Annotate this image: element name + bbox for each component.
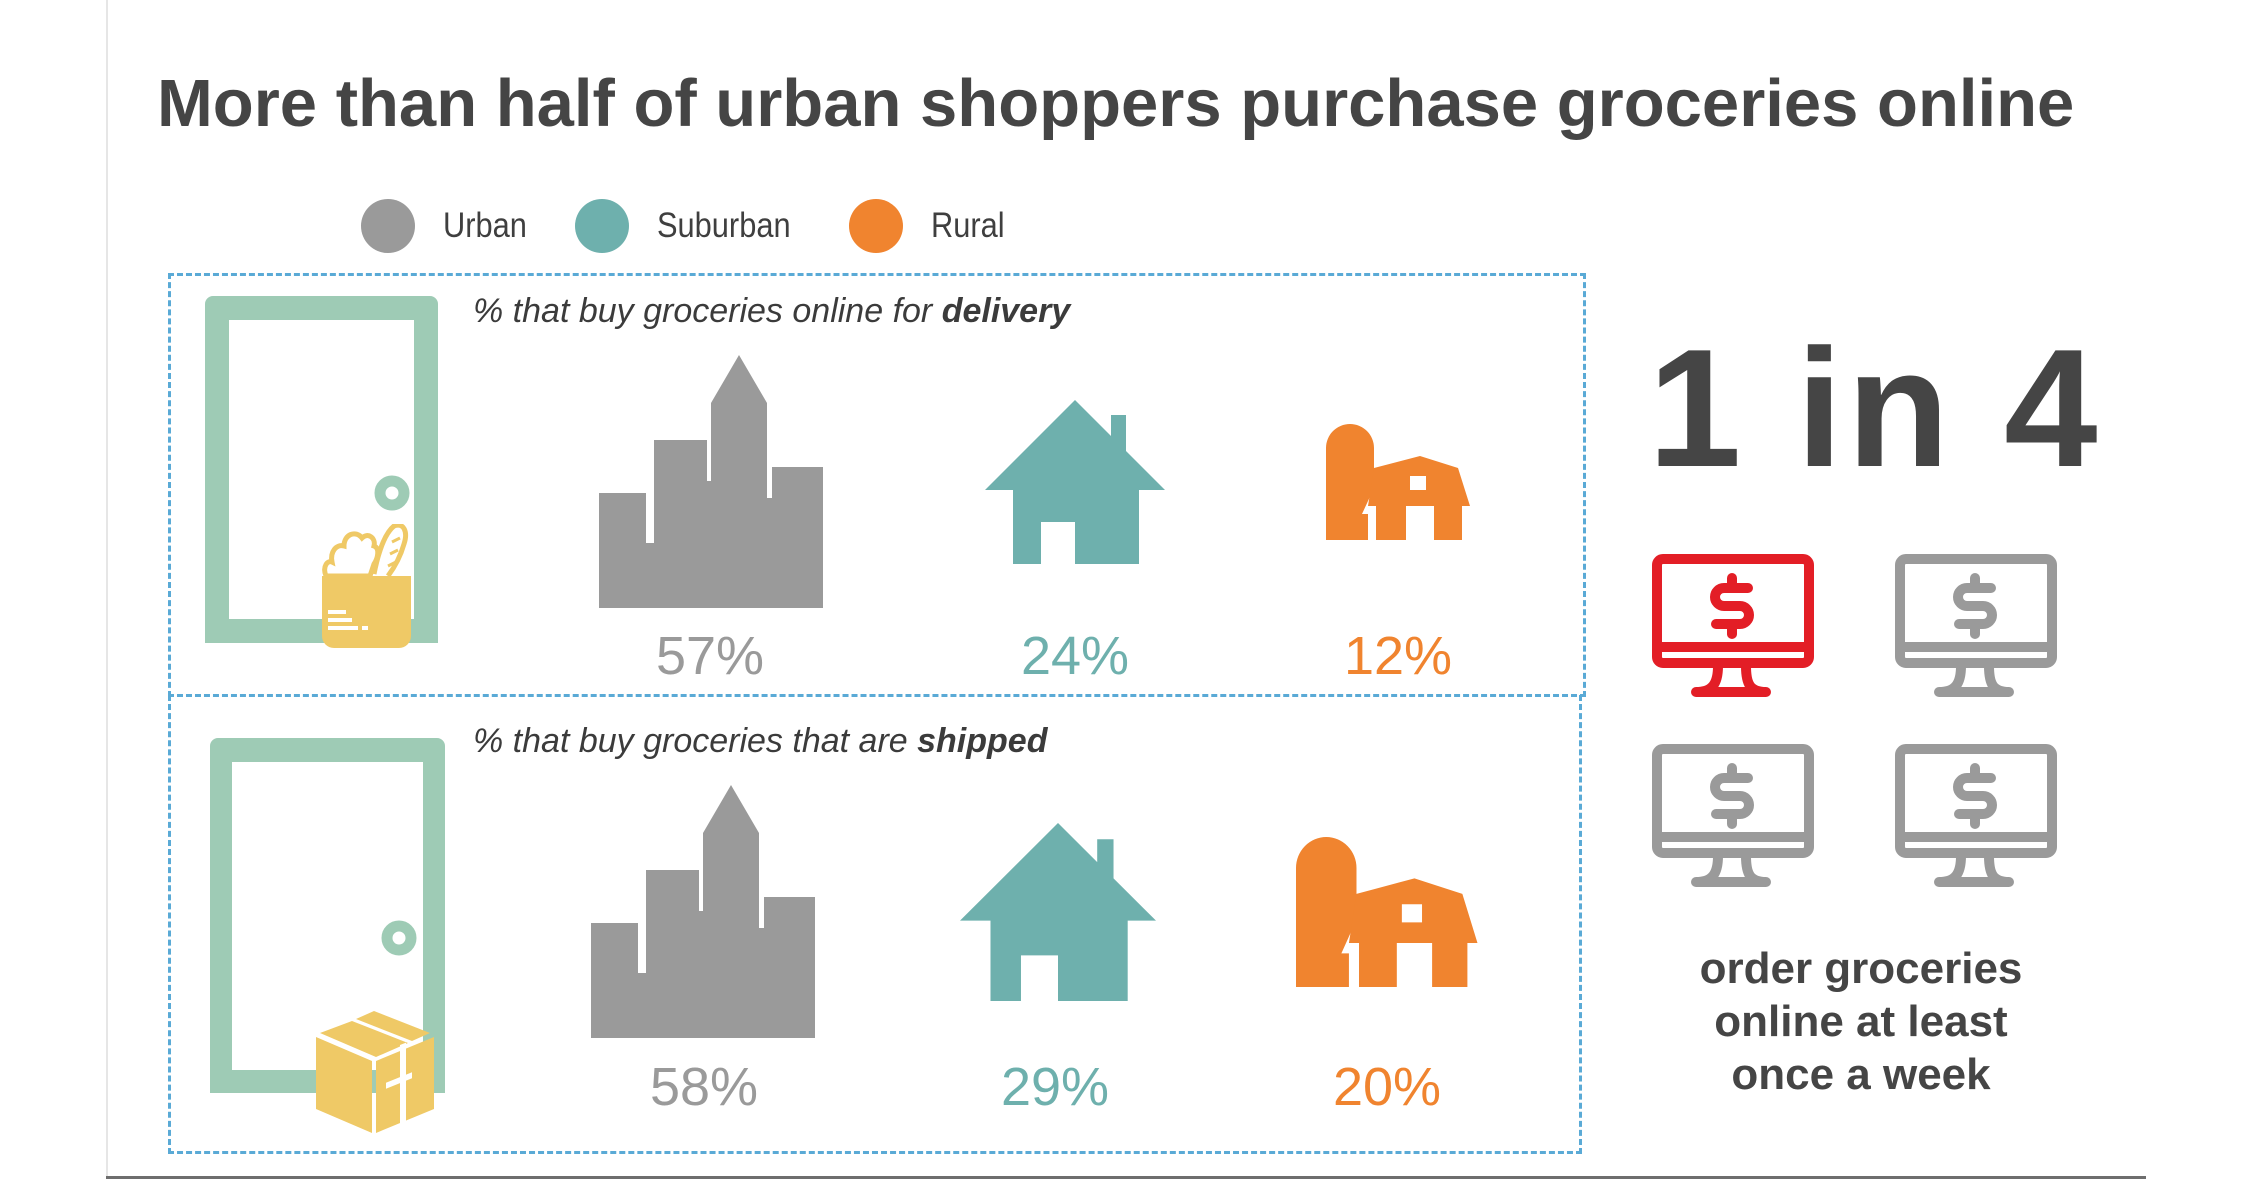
subtitle-emphasis: shipped [917, 722, 1048, 760]
house-icon [985, 400, 1165, 564]
shipped-subtitle: % that buy groceries that are shipped [473, 722, 1047, 761]
stat-headline: 1 in 4 [1648, 314, 2102, 502]
delivery-panel [168, 273, 1586, 697]
legend-label: Suburban [657, 206, 791, 245]
legend-item-suburban: Suburban [575, 199, 809, 253]
monitor-dollar-icon [1652, 744, 1814, 887]
infographic-title: More than half of urban shoppers purchas… [157, 66, 2075, 141]
monitor-dollar-icon-highlighted [1652, 554, 1814, 697]
rural-dot-icon [849, 199, 904, 253]
urban-shipped-value: 58% [649, 1057, 759, 1117]
subtitle-text: % that buy groceries that are [473, 722, 918, 760]
suburban-shipped-value: 29% [1000, 1057, 1110, 1117]
city-icon [599, 355, 823, 608]
legend-item-urban: Urban [361, 199, 538, 253]
monitor-dollar-icon [1895, 744, 2057, 887]
delivery-subtitle: % that buy groceries online for delivery [473, 292, 1070, 331]
subtitle-emphasis: delivery [941, 292, 1071, 330]
page-bottom-bar [106, 1176, 2146, 1179]
shipped-panel [168, 695, 1582, 1154]
stat-caption: order groceries online at least once a w… [1699, 944, 2023, 1099]
urban-dot-icon [361, 199, 415, 253]
subtitle-text: % that buy groceries online for [473, 292, 942, 330]
farm-barn-icon [1326, 424, 1470, 540]
legend: Urban Suburban Rural [361, 199, 1050, 253]
rural-delivery-value: 12% [1343, 626, 1453, 686]
grocery-bag-icon [322, 524, 411, 648]
suburban-delivery-value: 24% [1020, 626, 1130, 686]
urban-delivery-value: 57% [655, 626, 765, 686]
suburban-dot-icon [575, 199, 630, 253]
city-icon [591, 785, 815, 1038]
house-icon [960, 823, 1156, 1001]
door-icon [210, 738, 445, 1093]
farm-barn-icon [1296, 837, 1478, 987]
package-box-icon [316, 1011, 434, 1133]
door-icon [205, 296, 438, 643]
legend-item-rural: Rural [849, 199, 1015, 253]
page-left-rule [106, 0, 108, 1177]
monitor-dollar-icon [1895, 554, 2057, 697]
rural-shipped-value: 20% [1332, 1057, 1442, 1117]
legend-label: Rural [931, 206, 1005, 245]
legend-label: Urban [443, 206, 527, 245]
